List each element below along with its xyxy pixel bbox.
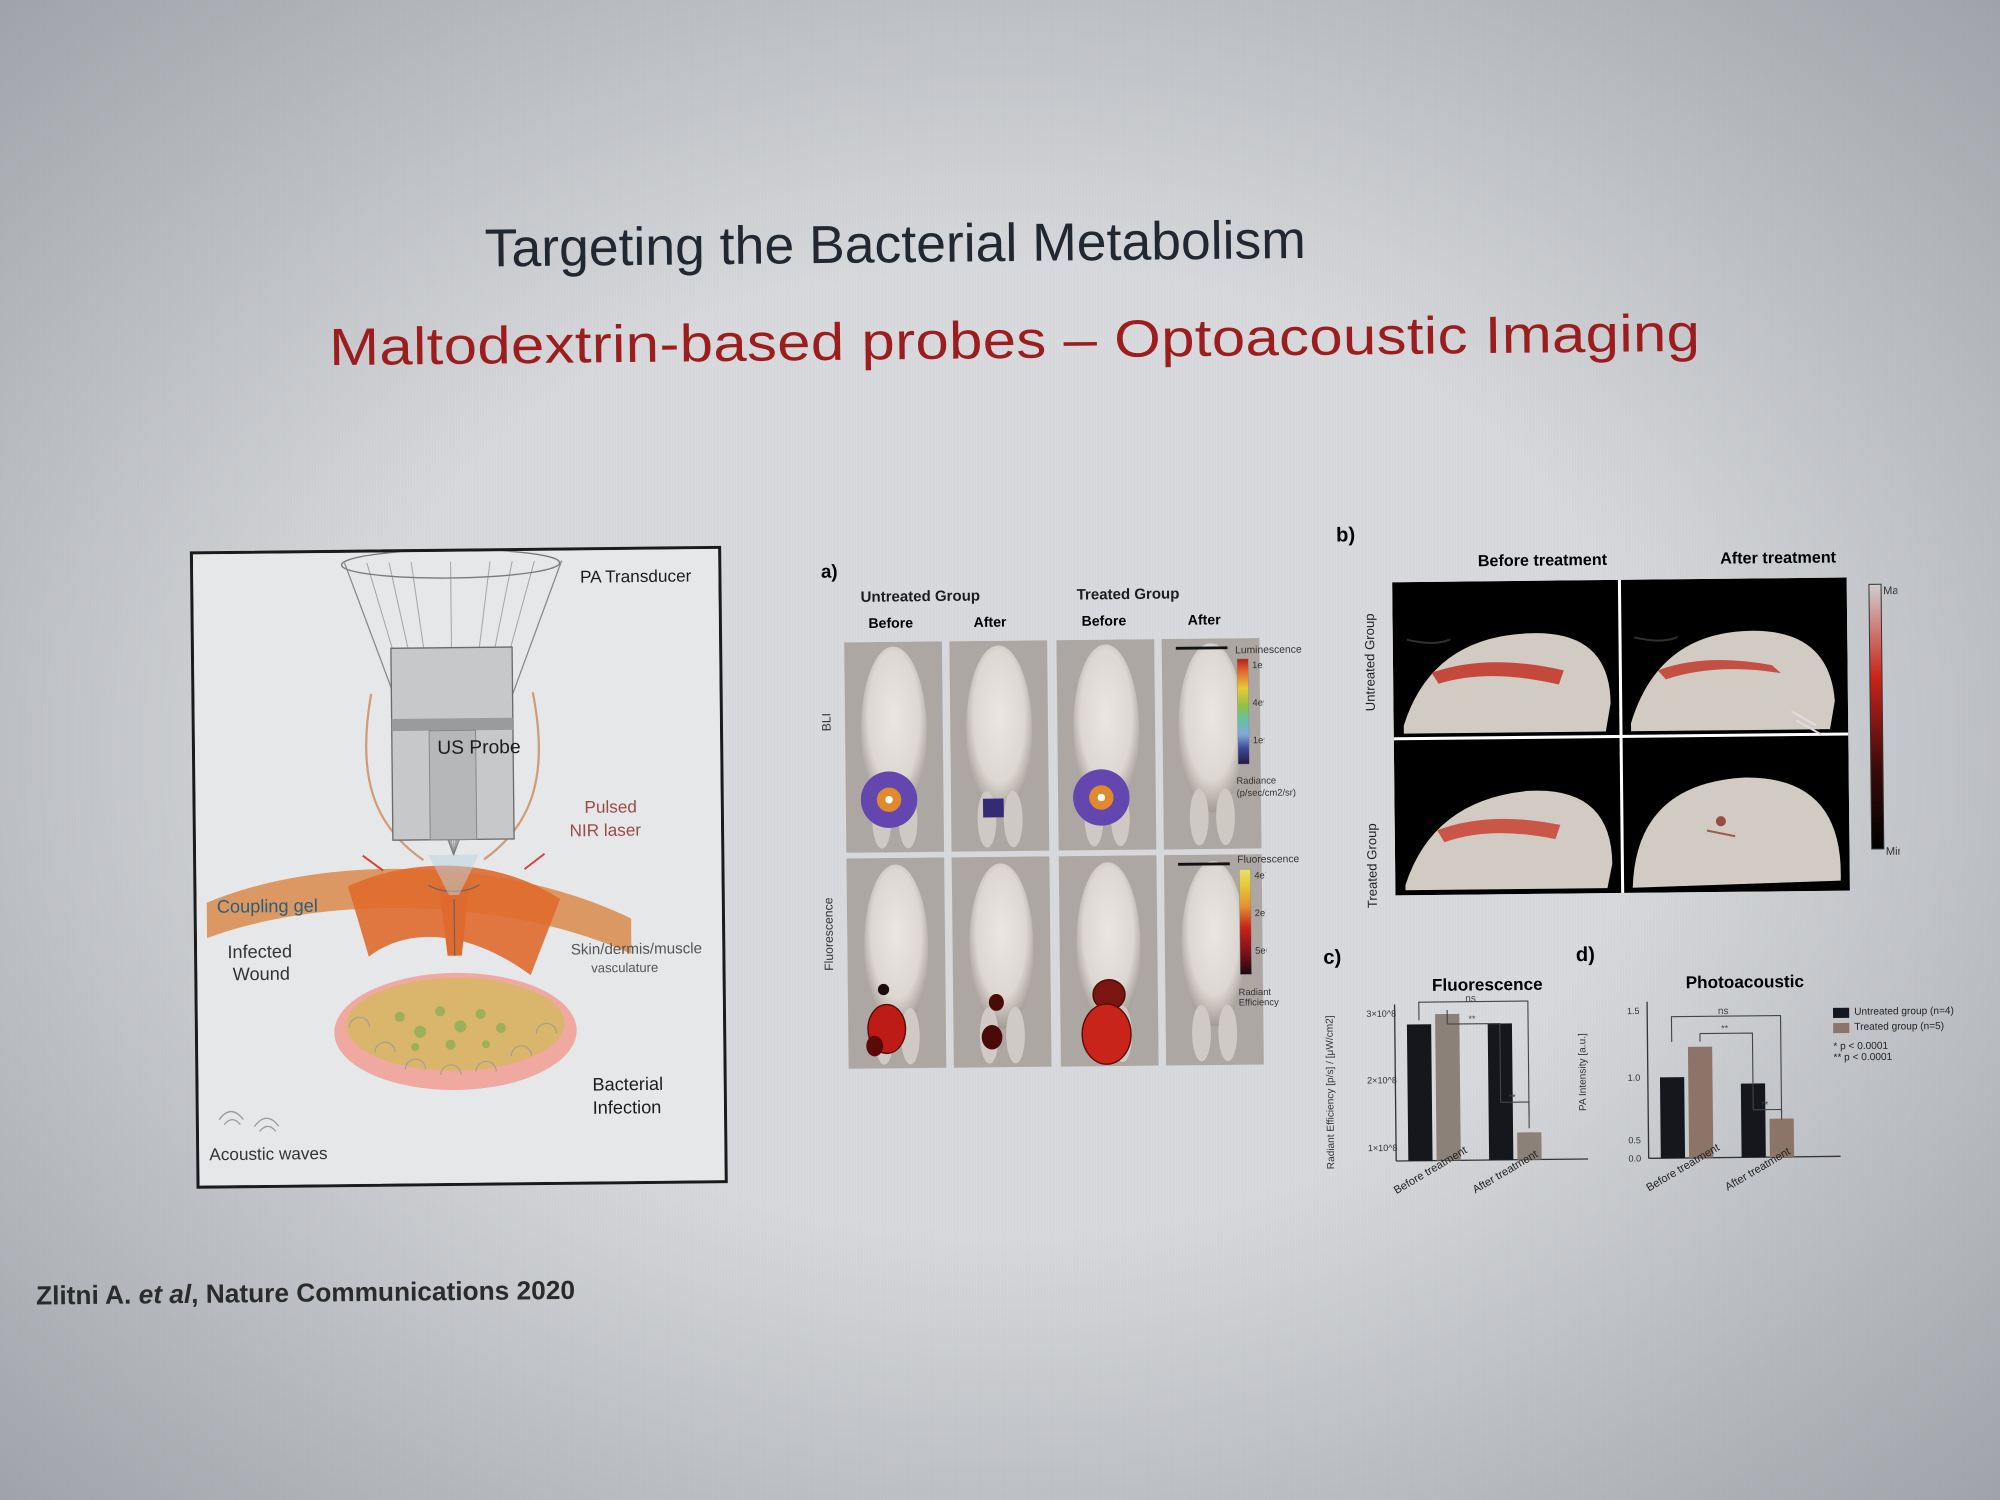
svg-text:2e7: 2e7 [1255, 907, 1267, 918]
svg-text:Skin/dermis/muscle: Skin/dermis/muscle [571, 940, 702, 958]
svg-text:NIR laser: NIR laser [569, 820, 641, 841]
svg-text:5e6: 5e6 [1255, 945, 1267, 956]
svg-text:Coupling gel: Coupling gel [217, 896, 318, 917]
svg-text:1e9: 1e9 [1253, 734, 1265, 745]
svg-text:**: ** [1509, 1092, 1517, 1102]
svg-text:Bacterial: Bacterial [592, 1074, 663, 1095]
svg-text:**: ** [1761, 1100, 1769, 1110]
svg-text:vasculature: vasculature [591, 960, 658, 976]
svg-text:Infection: Infection [593, 1097, 662, 1118]
svg-text:ns: ns [1718, 1006, 1729, 1017]
svg-text:**: ** [1721, 1023, 1729, 1033]
svg-text:Wound: Wound [233, 964, 290, 985]
svg-text:0.0: 0.0 [1628, 1153, 1641, 1163]
svg-text:4e9: 4e9 [1252, 697, 1264, 708]
svg-text:Infected: Infected [227, 941, 292, 962]
svg-text:1×10^8: 1×10^8 [1368, 1143, 1398, 1153]
svg-text:1.0: 1.0 [1628, 1073, 1641, 1083]
svg-text:1e10: 1e10 [1252, 659, 1264, 670]
svg-text:0.5: 0.5 [1628, 1135, 1641, 1145]
svg-text:US Probe: US Probe [437, 737, 520, 759]
svg-text:1.5: 1.5 [1627, 1006, 1640, 1016]
svg-text:ns: ns [1465, 994, 1476, 1005]
svg-text:4e7: 4e7 [1254, 869, 1266, 880]
svg-text:Acoustic waves: Acoustic waves [209, 1143, 327, 1164]
svg-text:PA Transducer: PA Transducer [580, 566, 692, 587]
svg-text:Min: Min [1886, 846, 1900, 858]
svg-text:Max: Max [1883, 585, 1900, 597]
svg-text:**: ** [1468, 1014, 1476, 1024]
svg-text:2×10^8: 2×10^8 [1367, 1075, 1397, 1085]
svg-text:Pulsed: Pulsed [584, 796, 637, 817]
svg-text:3×10^8: 3×10^8 [1366, 1009, 1396, 1019]
